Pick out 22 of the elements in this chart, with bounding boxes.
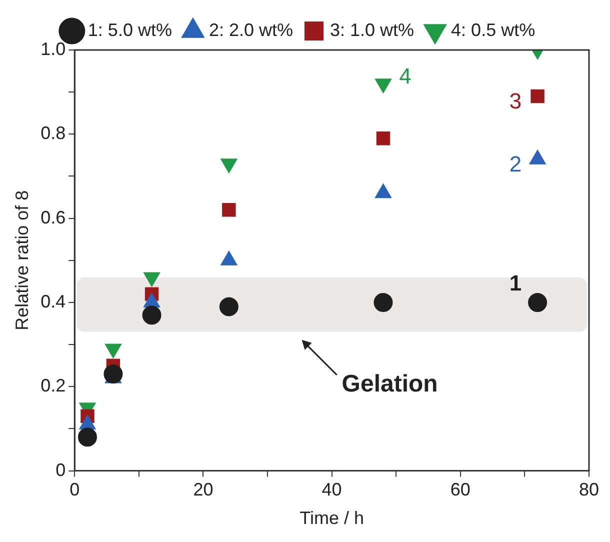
x-tick-label: 40 [322,480,342,500]
x-tick-label: 0 [70,480,80,500]
x-tick-label: 20 [193,480,214,500]
annotation: 3 [509,88,522,114]
legend-label: 3: 1.0 wt% [330,20,414,40]
annotation: 1 [509,270,522,296]
band-label: Gelation [342,370,438,398]
y-tick-label: 0.4 [40,291,66,312]
y-tick-label: 0.6 [40,207,66,228]
x-tick-label: 80 [578,480,600,500]
y-axis-title: Relative ratio of 8 [12,190,32,330]
x-axis-title: Time / h [300,508,364,528]
legend-label: 2: 2.0 wt% [208,20,294,40]
annotation: 2 [509,151,522,176]
legend-label: 4: 0.5 wt% [451,20,536,40]
y-tick-label: 0 [56,460,66,480]
y-tick-label: 1.0 [40,38,66,59]
legend-label: 1: 5.0 wt% [88,20,172,40]
x-tick-label: 60 [450,480,470,500]
annotation: 4 [399,64,412,89]
y-tick-label: 0.8 [40,123,66,144]
y-tick-label: 0.2 [40,376,66,396]
